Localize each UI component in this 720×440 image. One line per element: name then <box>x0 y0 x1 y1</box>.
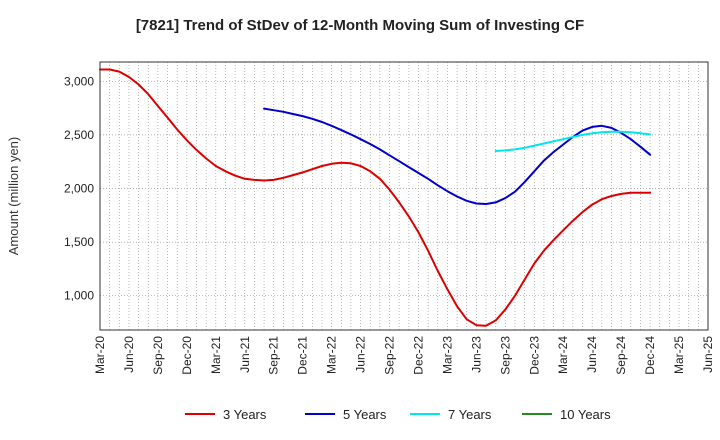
x-tick-label: Dec-24 <box>643 336 657 375</box>
x-tick-label: Dec-22 <box>411 336 425 375</box>
legend-label: 3 Years <box>223 407 267 422</box>
x-tick-label: Jun-25 <box>701 336 715 373</box>
series-line <box>263 107 652 205</box>
series-line <box>99 68 652 327</box>
y-tick-label: 1,000 <box>64 289 94 303</box>
x-tick-label: Sep-23 <box>498 336 512 375</box>
y-tick-label: 1,500 <box>64 235 94 249</box>
plot-area <box>100 62 708 330</box>
x-tick-label: Sep-22 <box>383 336 397 375</box>
chart-title: [7821] Trend of StDev of 12-Month Moving… <box>136 17 584 34</box>
x-tick-label: Mar-22 <box>325 336 339 374</box>
x-tick-label: Dec-20 <box>180 336 194 375</box>
x-axis-ticks: Mar-20 Jun-20 Sep-20 Dec-20 Mar-21 Jun-21 Sep-… <box>93 336 715 375</box>
plot-frame <box>99 61 709 331</box>
legend: 3 Years 5 Years 7 Years 10 Years <box>185 407 611 422</box>
y-axis-ticks: 1,000 1,500 2,000 2,500 3,000 <box>64 74 94 302</box>
series-lines <box>99 68 652 327</box>
y-tick-label: 3,000 <box>64 74 94 88</box>
y-tick-label: 2,500 <box>64 128 94 142</box>
y-tick-label: 2,000 <box>64 181 94 195</box>
x-tick-label: Sep-20 <box>151 336 165 375</box>
x-tick-label: Dec-21 <box>296 336 310 375</box>
x-tick-label: Mar-25 <box>672 336 686 374</box>
x-tick-label: Mar-21 <box>209 336 223 374</box>
legend-label: 5 Years <box>343 407 387 422</box>
x-tick-label: Mar-23 <box>440 336 454 374</box>
x-tick-label: Jun-20 <box>122 336 136 373</box>
legend-label: 10 Years <box>560 407 611 422</box>
x-tick-label: Dec-23 <box>527 336 541 375</box>
x-tick-label: Sep-24 <box>614 336 628 375</box>
x-tick-label: Mar-24 <box>556 336 570 374</box>
legend-label: 7 Years <box>448 407 492 422</box>
series-line <box>494 130 652 152</box>
grid <box>99 62 709 330</box>
x-tick-label: Mar-20 <box>93 336 107 374</box>
x-tick-label: Jun-22 <box>354 336 368 373</box>
x-tick-label: Jun-21 <box>238 336 252 373</box>
x-tick-label: Sep-21 <box>267 336 281 375</box>
x-tick-label: Jun-23 <box>469 336 483 373</box>
x-tick-label: Jun-24 <box>585 336 599 373</box>
y-axis-label: Amount (million yen) <box>6 137 21 256</box>
